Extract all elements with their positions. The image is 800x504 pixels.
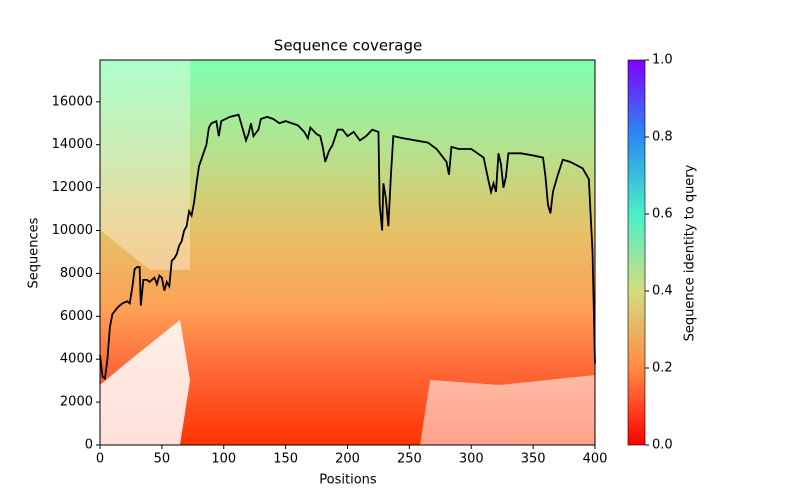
x-tick-label: 200 [335,452,360,467]
y-tick-label: 8000 [60,266,93,281]
colorbar-tick-label: 0.0 [652,438,673,453]
colorbar-tick-label: 0.2 [652,361,673,376]
y-tick-label: 6000 [60,309,93,324]
x-tick-label: 400 [583,452,608,467]
x-tick-label: 0 [96,452,104,467]
y-tick-label: 12000 [52,180,93,195]
y-tick-label: 10000 [52,223,93,238]
x-tick-label: 150 [273,452,298,467]
x-tick-label: 100 [211,452,236,467]
colorbar-tick-label: 1.0 [652,53,673,68]
y-axis-label: Sequences [27,217,42,288]
x-tick-label: 350 [521,452,546,467]
colorbar-tick-label: 0.6 [652,207,673,222]
y-tick-label: 14000 [52,137,93,152]
y-tick-label: 2000 [60,395,93,410]
x-tick-label: 250 [397,452,422,467]
y-tick-label: 4000 [60,352,93,367]
chart-title: Sequence coverage [274,37,422,55]
y-tick-label: 0 [85,438,93,453]
coverage-line [99,113,596,381]
coverage-heatmap [100,60,595,445]
colorbar-tick-label: 0.8 [652,130,673,145]
colorbar-label: Sequence identity to query [683,164,698,341]
x-tick-label: 50 [154,452,171,467]
y-tick-label: 16000 [52,94,93,109]
x-tick-label: 300 [459,452,484,467]
x-axis-label: Positions [319,473,377,488]
colorbar-tick-label: 0.4 [652,284,673,299]
colorbar [627,59,646,446]
